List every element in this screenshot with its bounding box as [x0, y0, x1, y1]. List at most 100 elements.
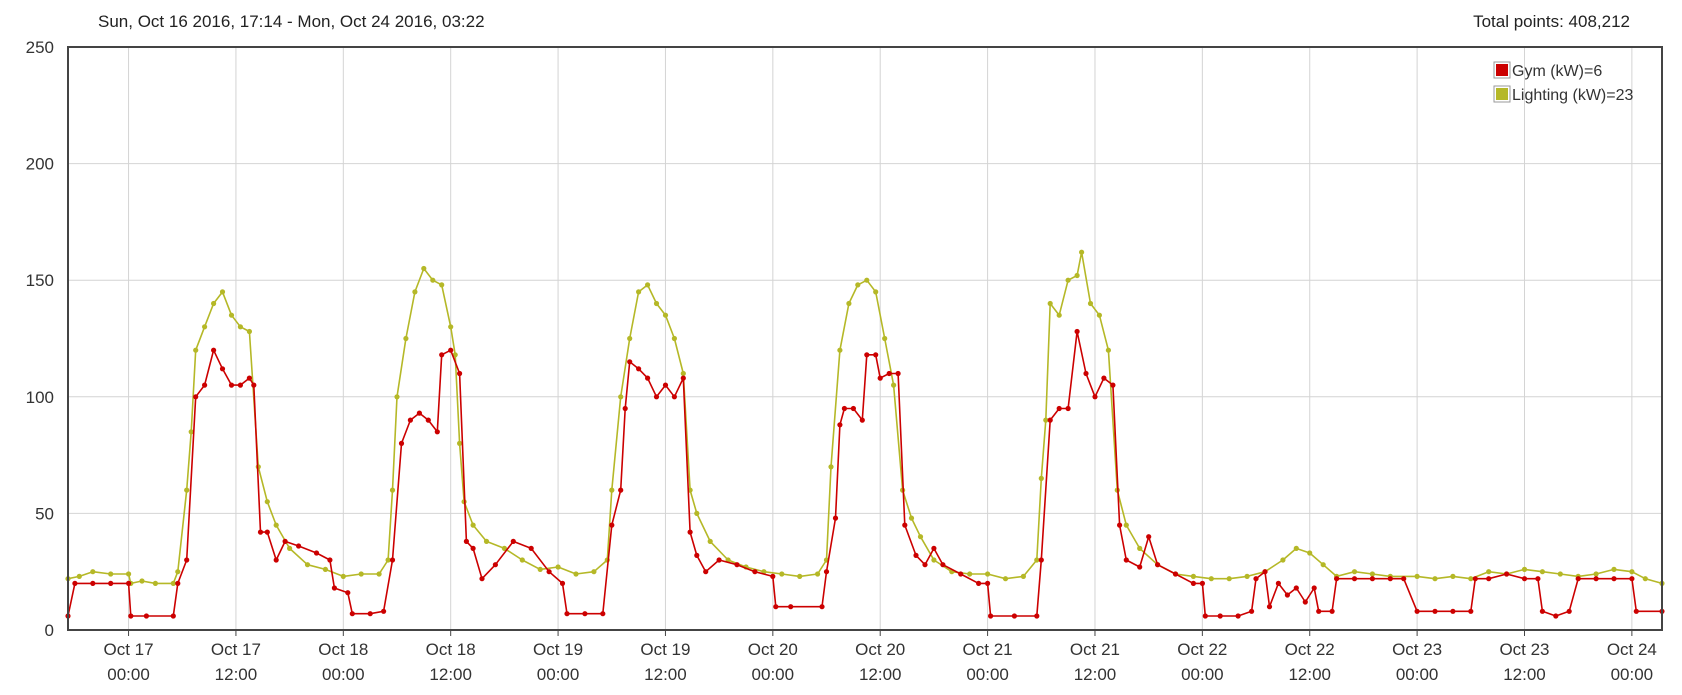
x-tick-time: 12:00 [1288, 665, 1331, 684]
series-gym [65, 328, 1665, 619]
x-axis: Oct 17 00:00 Oct 17 12:00 Oct 18 00:00 Oct 18 1… [104, 630, 1657, 684]
data-point [1351, 569, 1358, 575]
x-tick-time: 12:00 [859, 665, 902, 684]
data-point [618, 394, 624, 400]
data-point [296, 543, 302, 549]
data-point [609, 487, 615, 493]
data-point [412, 289, 418, 295]
data-point [202, 382, 208, 388]
data-point [1244, 573, 1250, 580]
data-point [864, 352, 870, 358]
data-point [345, 590, 351, 596]
data-point [143, 613, 149, 619]
data-point [193, 347, 199, 353]
data-point [1217, 613, 1223, 619]
y-tick-label: 150 [26, 271, 54, 290]
data-point [1034, 557, 1040, 563]
data-point [1302, 599, 1308, 605]
data-point [1521, 576, 1528, 582]
data-point [1280, 557, 1286, 563]
data-point [470, 545, 476, 552]
data-point [1593, 576, 1599, 582]
data-point [873, 289, 879, 295]
data-point [1320, 562, 1326, 568]
data-point [108, 580, 114, 587]
data-point [752, 569, 758, 575]
data-point [1074, 272, 1080, 279]
x-tick-label: Oct 22 00:00 [1177, 640, 1227, 684]
data-point [228, 312, 235, 318]
data-point [779, 571, 785, 577]
data-point [1190, 573, 1196, 580]
data-point [152, 580, 158, 587]
data-point [322, 566, 328, 573]
data-point [367, 611, 373, 617]
data-point [188, 429, 194, 435]
data-point [479, 576, 485, 582]
data-point [815, 571, 821, 577]
data-point [1293, 585, 1299, 591]
data-point [1208, 576, 1214, 582]
data-point [1329, 608, 1335, 614]
x-tick-label: Oct 21 12:00 [1070, 640, 1120, 684]
data-point [832, 515, 839, 521]
data-point [1065, 277, 1071, 283]
data-point [1172, 571, 1179, 577]
data-point [823, 569, 830, 575]
data-point [1611, 576, 1617, 582]
data-point [452, 352, 458, 358]
x-tick-time: 00:00 [1611, 665, 1654, 684]
data-point [139, 578, 145, 584]
data-point [1557, 571, 1563, 577]
data-point [1047, 417, 1053, 423]
x-tick-label: Oct 18 00:00 [318, 640, 368, 684]
x-tick-label: Oct 21 00:00 [963, 640, 1013, 684]
legend[interactable]: Gym (kW)=6 Lighting (kW)=23 [1493, 61, 1633, 104]
data-point [1146, 534, 1152, 540]
data-point [1101, 375, 1107, 381]
data-point [1266, 604, 1273, 610]
data-point [264, 499, 270, 505]
data-point [645, 282, 651, 288]
data-point [1043, 417, 1049, 423]
data-point [573, 571, 579, 577]
data-point [304, 562, 311, 568]
legend-swatch [1496, 88, 1508, 100]
x-tick-label: Oct 24 00:00 [1607, 640, 1657, 684]
data-point [1432, 576, 1438, 582]
data-point [895, 370, 901, 377]
data-point [922, 562, 928, 568]
data-point [841, 405, 848, 412]
data-point [416, 410, 422, 416]
data-point [1079, 249, 1085, 255]
data-point [394, 394, 400, 400]
data-point [1414, 573, 1420, 580]
data-point [510, 538, 516, 545]
data-point [90, 569, 96, 575]
data-point [389, 487, 396, 493]
data-point [1123, 522, 1129, 528]
data-point [257, 529, 264, 535]
data-point [358, 571, 364, 577]
data-point [1087, 300, 1094, 307]
data-point [707, 538, 713, 545]
grid [68, 46, 1662, 631]
x-tick-date: Oct 21 [1070, 640, 1120, 659]
data-point [680, 370, 686, 377]
data-point [128, 613, 134, 619]
legend-item-lighting[interactable]: Lighting (kW)=23 [1493, 85, 1633, 104]
data-point [1038, 475, 1044, 481]
series-line [67, 330, 1662, 617]
data-point [645, 375, 651, 381]
data-point [559, 580, 566, 587]
data-point [1521, 566, 1528, 573]
data-point [976, 580, 982, 587]
legend-item-gym[interactable]: Gym (kW)=6 [1493, 61, 1602, 80]
data-point [703, 569, 709, 575]
data-point [985, 571, 991, 577]
x-tick-label: Oct 20 00:00 [748, 640, 798, 684]
x-tick-time: 12:00 [1074, 665, 1117, 684]
data-point [376, 571, 382, 577]
data-point [331, 585, 337, 591]
